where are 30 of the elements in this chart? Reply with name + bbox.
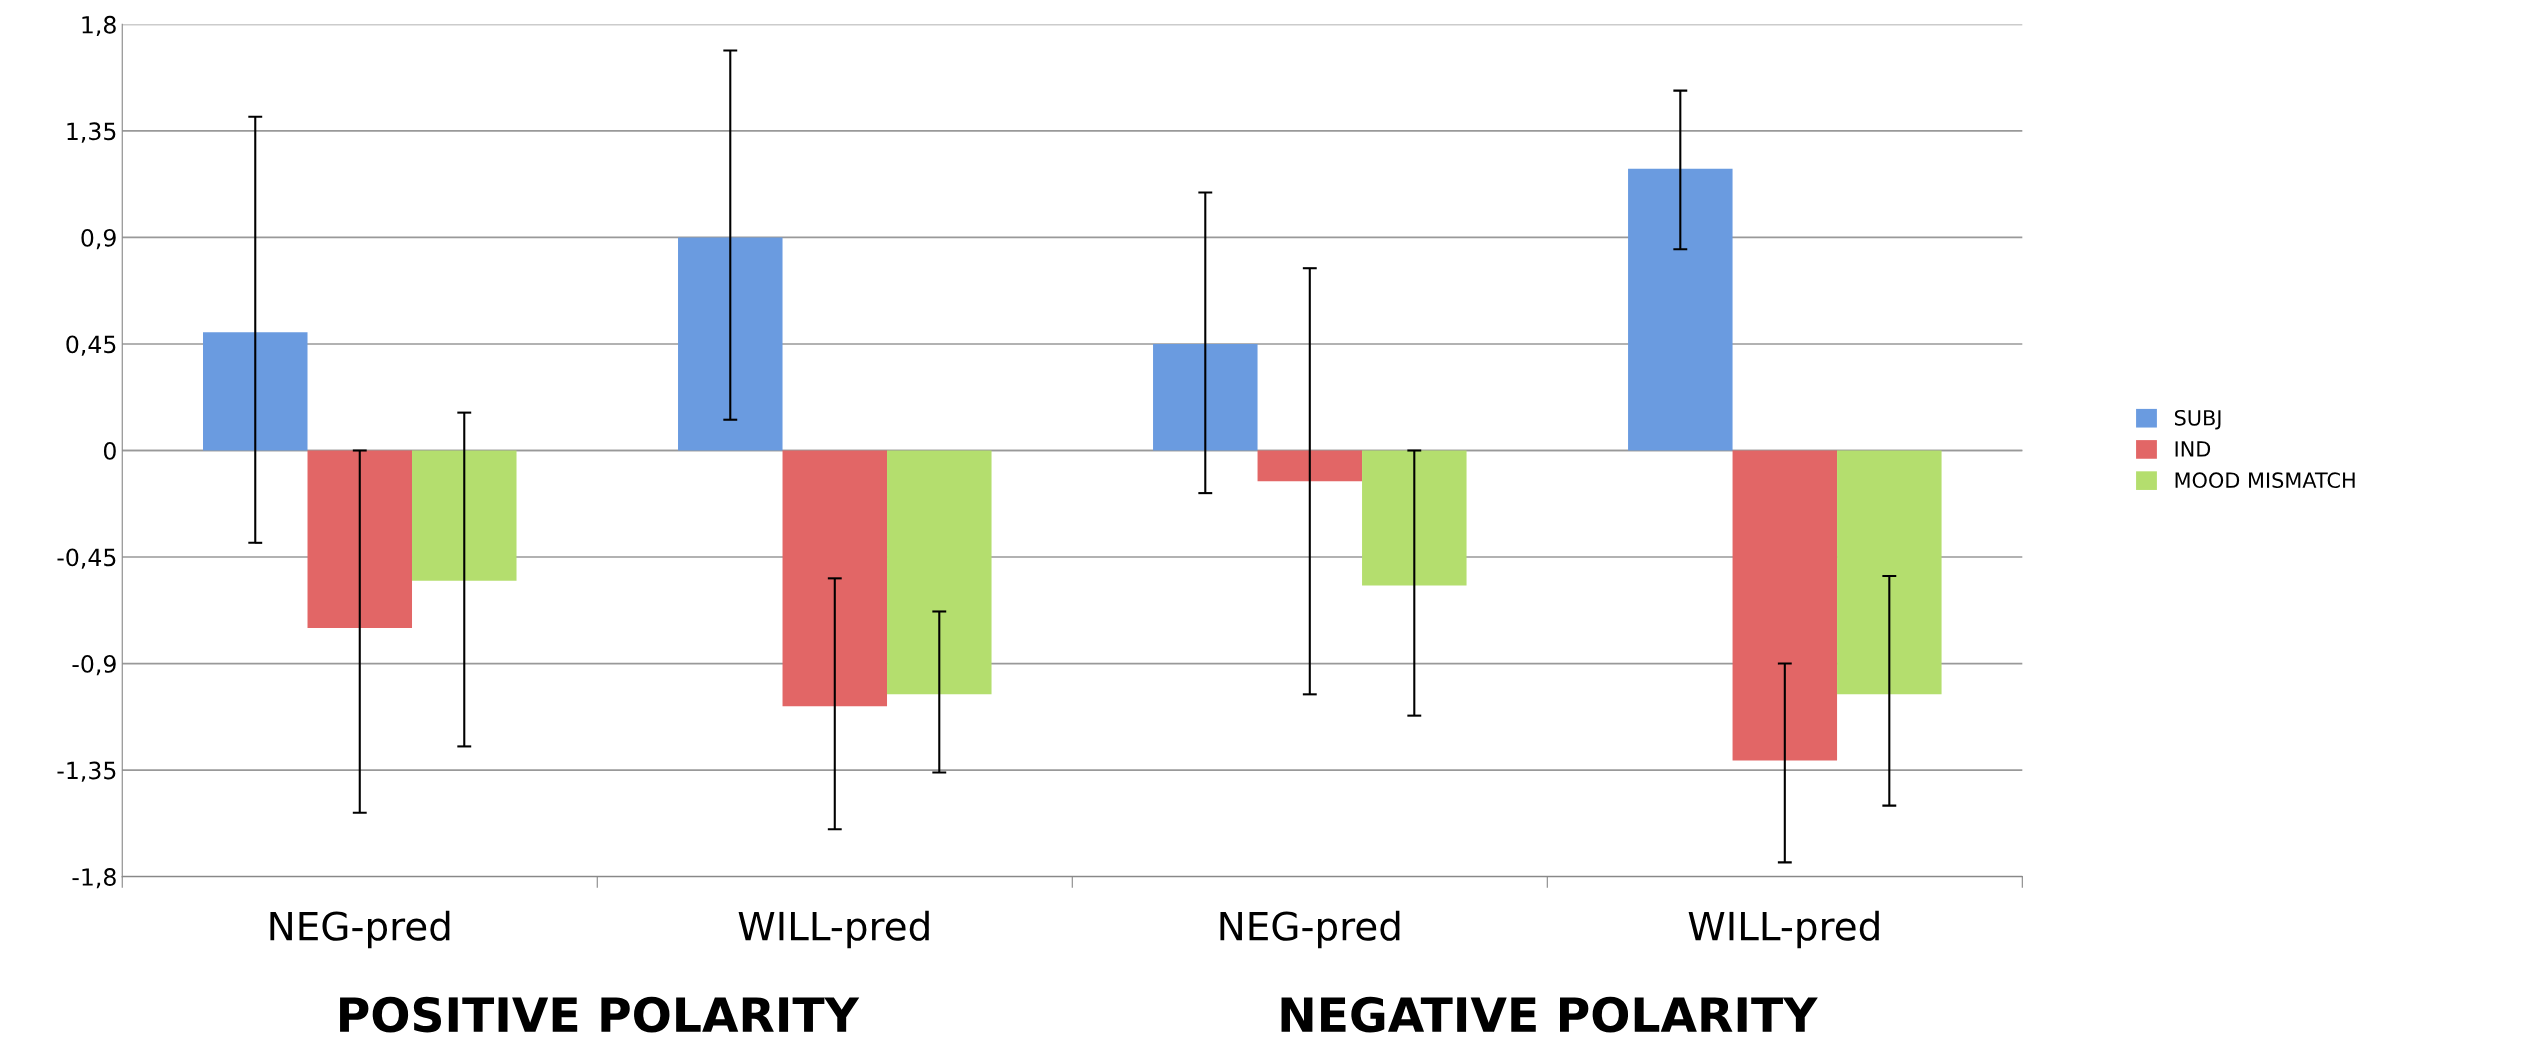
- bar: [412, 450, 517, 581]
- y-tick-label: -0,45: [57, 548, 116, 569]
- bar: [1732, 450, 1838, 761]
- bar: [782, 450, 888, 707]
- y-tick-label: 1,8: [82, 15, 116, 37]
- bar: [1837, 450, 1942, 695]
- legend-label: MOOD MISMATCH: [2175, 472, 2355, 489]
- bar: [1257, 450, 1363, 482]
- x-tick-label: NEG-pred: [1220, 910, 1400, 949]
- y-tick-label: 0: [103, 441, 116, 460]
- text: POSITIVE POLARITY: [340, 996, 860, 1033]
- x-tick-label: NEG-pred: [270, 910, 450, 949]
- bar: [678, 237, 783, 451]
- y-tick-label: 1,35: [67, 122, 116, 143]
- bar: [887, 450, 992, 695]
- y-tick-label: 0,45: [66, 335, 116, 356]
- y-tick-label: -1,8: [72, 868, 116, 889]
- x-tick-label: WILL-pred: [1688, 910, 1879, 949]
- y-tick-label: -1,35: [57, 761, 116, 782]
- legend-label: SUBJ: [2174, 409, 2221, 430]
- bar: [1628, 168, 1733, 451]
- legend-label: IND: [2175, 441, 2211, 457]
- x-tick-label: WILL-pred: [738, 910, 929, 949]
- bar: [307, 450, 413, 629]
- bar: [1362, 450, 1467, 586]
- text: NEGATIVE POLARITY: [1281, 996, 1818, 1033]
- bar: [203, 332, 308, 451]
- bar: [1153, 343, 1258, 451]
- y-tick-label: 0,9: [81, 228, 116, 250]
- y-tick-label: -0,9: [72, 655, 116, 676]
